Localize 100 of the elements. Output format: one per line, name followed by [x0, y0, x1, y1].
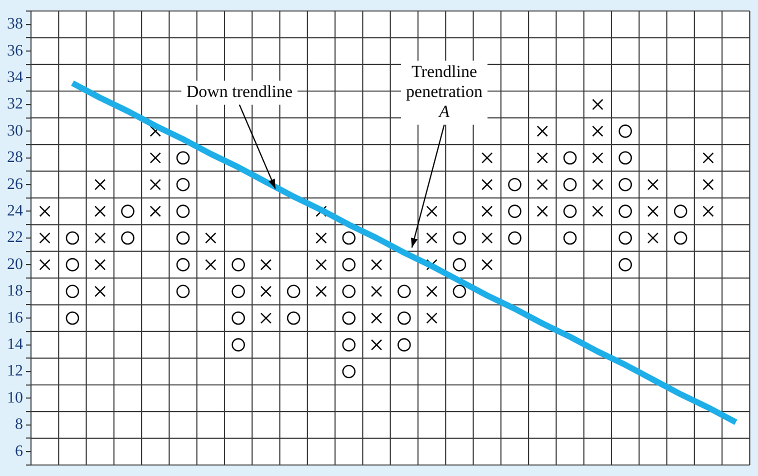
point — [176, 231, 190, 245]
point — [286, 311, 300, 325]
point — [482, 259, 493, 270]
point — [232, 284, 245, 298]
point — [536, 152, 548, 164]
point — [370, 286, 382, 298]
point — [592, 152, 604, 164]
y-tick-label: 8 — [15, 416, 23, 434]
point — [39, 232, 50, 244]
point — [618, 124, 632, 138]
point — [316, 286, 327, 298]
point — [452, 231, 466, 245]
point — [702, 152, 714, 164]
point — [592, 126, 604, 137]
point — [508, 178, 522, 192]
point — [398, 311, 411, 325]
y-tick-label: 12 — [7, 362, 23, 380]
point — [647, 206, 659, 217]
point — [426, 232, 438, 244]
point — [647, 232, 659, 244]
point — [232, 311, 245, 325]
point — [482, 178, 493, 190]
point — [94, 206, 106, 217]
point — [316, 259, 327, 270]
point — [342, 284, 356, 298]
point — [342, 364, 356, 378]
point — [260, 286, 272, 298]
y-tick-label: 30 — [7, 122, 23, 140]
point — [205, 232, 216, 244]
point — [674, 231, 688, 245]
point — [260, 312, 272, 324]
point — [342, 231, 356, 245]
point — [370, 312, 382, 324]
point — [342, 258, 356, 272]
point — [176, 178, 190, 192]
point — [66, 284, 80, 298]
point — [342, 338, 356, 352]
y-tick-label: 32 — [7, 96, 23, 113]
point — [426, 286, 438, 298]
point — [426, 206, 438, 217]
y-tick-label: 10 — [7, 389, 23, 406]
point — [563, 204, 577, 218]
point — [592, 206, 604, 217]
point — [482, 206, 493, 217]
point — [121, 204, 134, 218]
y-tick-label: 6 — [15, 442, 23, 460]
point — [702, 178, 714, 190]
point — [618, 204, 632, 218]
point — [94, 178, 106, 190]
point — [66, 258, 80, 272]
point — [508, 204, 522, 218]
point — [426, 312, 438, 324]
point — [94, 259, 106, 270]
point — [150, 178, 161, 190]
point — [674, 204, 688, 218]
point — [176, 151, 190, 165]
point — [452, 284, 466, 298]
annotation: Down trendline — [186, 82, 293, 102]
y-tick-label: 24 — [7, 202, 23, 220]
point — [563, 231, 577, 245]
point — [618, 151, 632, 165]
point — [94, 286, 106, 298]
point — [370, 339, 382, 350]
point — [398, 284, 411, 298]
point — [618, 178, 632, 192]
point — [260, 259, 272, 270]
point — [286, 284, 300, 298]
point — [39, 206, 50, 217]
point — [150, 152, 161, 164]
point — [66, 311, 80, 325]
point — [452, 258, 466, 272]
point — [702, 206, 714, 217]
point — [592, 178, 604, 190]
point — [176, 204, 190, 218]
point — [232, 258, 245, 272]
y-tick-label: 16 — [7, 309, 23, 326]
y-tick-label: 34 — [7, 68, 23, 86]
point — [176, 258, 190, 272]
point — [482, 152, 493, 164]
point — [536, 206, 548, 217]
y-tick-label: 38 — [7, 16, 23, 33]
point — [176, 284, 190, 298]
point — [536, 178, 548, 190]
point — [150, 206, 161, 217]
point — [66, 231, 80, 245]
point — [342, 311, 356, 325]
annotation: Trendline penetration A — [406, 62, 483, 122]
point — [508, 231, 522, 245]
point — [232, 338, 245, 352]
y-tick-label: 14 — [7, 336, 23, 354]
point — [618, 258, 632, 272]
point — [563, 178, 577, 192]
y-tick-label: 22 — [7, 229, 23, 246]
point — [205, 259, 216, 270]
y-tick-label: 20 — [7, 256, 23, 273]
point — [398, 338, 411, 352]
y-tick-label: 28 — [7, 149, 23, 166]
point — [39, 259, 50, 270]
point — [592, 98, 604, 110]
point — [536, 126, 548, 137]
